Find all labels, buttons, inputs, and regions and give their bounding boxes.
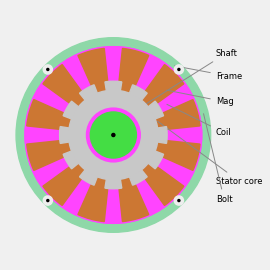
Wedge shape <box>43 162 87 205</box>
Wedge shape <box>27 100 72 130</box>
Wedge shape <box>63 151 79 169</box>
Text: Mag: Mag <box>167 90 234 106</box>
Text: Stator core: Stator core <box>158 121 262 185</box>
Wedge shape <box>63 101 79 119</box>
Circle shape <box>112 133 115 137</box>
Wedge shape <box>140 65 184 108</box>
Wedge shape <box>124 157 140 176</box>
Circle shape <box>43 196 52 205</box>
Circle shape <box>25 47 202 223</box>
Wedge shape <box>135 146 154 161</box>
Wedge shape <box>140 162 184 205</box>
Wedge shape <box>140 130 158 140</box>
Wedge shape <box>155 100 200 130</box>
Wedge shape <box>27 140 72 170</box>
Circle shape <box>69 90 158 180</box>
Wedge shape <box>129 85 147 100</box>
Wedge shape <box>69 130 87 140</box>
Wedge shape <box>87 157 102 176</box>
Circle shape <box>16 38 211 232</box>
Wedge shape <box>118 48 149 94</box>
Wedge shape <box>105 179 122 189</box>
Wedge shape <box>155 140 200 170</box>
Wedge shape <box>135 109 154 124</box>
Wedge shape <box>72 109 92 124</box>
Wedge shape <box>118 176 149 222</box>
Circle shape <box>25 47 202 223</box>
Circle shape <box>47 200 49 202</box>
Circle shape <box>178 68 180 70</box>
Circle shape <box>43 65 52 74</box>
Wedge shape <box>109 90 118 108</box>
Wedge shape <box>148 151 164 169</box>
Wedge shape <box>87 94 102 113</box>
Wedge shape <box>80 170 97 185</box>
Wedge shape <box>124 94 140 113</box>
Circle shape <box>178 200 180 202</box>
Wedge shape <box>72 146 92 161</box>
Wedge shape <box>129 170 147 185</box>
Wedge shape <box>60 127 69 143</box>
Wedge shape <box>80 85 97 100</box>
Circle shape <box>174 65 184 74</box>
Wedge shape <box>157 127 167 143</box>
Circle shape <box>86 108 140 162</box>
Text: Bolt: Bolt <box>204 114 232 204</box>
Wedge shape <box>43 65 87 108</box>
Wedge shape <box>105 81 122 91</box>
Circle shape <box>174 196 184 205</box>
Wedge shape <box>78 48 109 94</box>
Circle shape <box>90 112 136 158</box>
Text: Shaft: Shaft <box>129 49 238 115</box>
Wedge shape <box>109 162 118 180</box>
Text: Coil: Coil <box>167 104 232 137</box>
Wedge shape <box>148 101 164 119</box>
Circle shape <box>47 68 49 70</box>
Text: Frame: Frame <box>174 66 242 81</box>
Wedge shape <box>78 176 109 222</box>
